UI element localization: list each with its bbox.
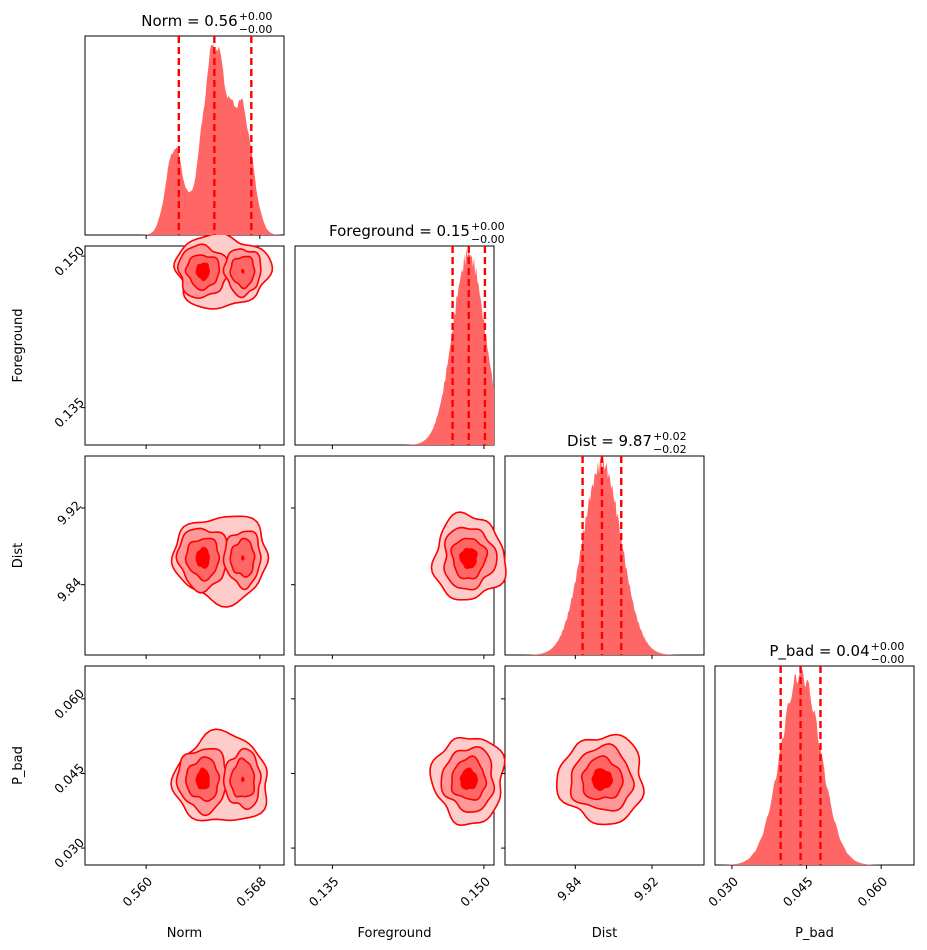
y-tick-label-P_bad: 0.045: [51, 760, 87, 796]
y-axis-label-Dist: Dist: [11, 543, 26, 569]
contour-level-4-right: [241, 268, 245, 274]
panel-title-Foreground: Foreground = 0.15: [329, 222, 470, 240]
title-lower-error-Norm: −0.00: [239, 23, 273, 36]
title-upper-error-Dist: +0.02: [653, 430, 687, 443]
x-axis-label-P_bad: P_bad: [795, 926, 834, 941]
x-axis-label-Norm: Norm: [167, 926, 202, 941]
contour-level-4: [459, 767, 478, 790]
contours-Foreground-Dist: [430, 511, 507, 601]
contour-level-4-left: [195, 767, 210, 790]
contour-level-4-right: [240, 555, 245, 561]
title-lower-error-Dist: −0.02: [653, 443, 687, 456]
x-tick-label-P_bad: 0.045: [780, 874, 816, 910]
y-tick-label-Dist: 9.84: [54, 574, 84, 604]
y-tick-label-Dist: 9.92: [54, 498, 84, 528]
quantile-lines-layer: [177, 36, 822, 865]
y-tick-label-P_bad: 0.030: [51, 835, 87, 871]
title-lower-error-P_bad: −0.00: [871, 653, 905, 666]
x-tick-label-P_bad: 0.060: [854, 874, 890, 910]
histogram-Foreground: [295, 248, 494, 445]
x-tick-label-Norm: 0.568: [233, 874, 269, 910]
x-axis-label-Foreground: Foreground: [357, 926, 431, 941]
panel-title-Dist: Dist = 9.87: [567, 432, 652, 450]
contours-Norm-Foreground: [173, 232, 274, 310]
contours-layer: [170, 232, 645, 827]
contours-Norm-Dist: [170, 515, 270, 608]
histogram-Norm: [85, 44, 284, 235]
contours-Norm-P_bad: [170, 728, 268, 822]
y-tick-label-Foreground: 0.150: [51, 243, 87, 279]
contour-level-4-left: [195, 262, 211, 282]
contour-level-4: [591, 768, 613, 791]
x-tick-label-Dist: 9.92: [631, 874, 661, 904]
title-upper-error-Foreground: +0.00: [471, 220, 505, 233]
contour-level-4: [459, 548, 478, 569]
y-tick-label-Foreground: 0.135: [51, 394, 87, 430]
y-axis-label-Foreground: Foreground: [11, 308, 26, 382]
x-axis-label-Dist: Dist: [592, 926, 618, 941]
x-tick-label-Foreground: 0.150: [457, 874, 493, 910]
contour-level-4-left: [195, 546, 211, 569]
panel-title-P_bad: P_bad = 0.04: [769, 642, 869, 661]
panel-title-Norm: Norm = 0.56: [141, 12, 237, 30]
title-upper-error-Norm: +0.00: [239, 10, 273, 23]
x-tick-label-P_bad: 0.030: [705, 874, 741, 910]
histogram-Dist: [505, 457, 704, 655]
x-tick-label-Norm: 0.560: [119, 874, 155, 910]
y-tick-label-P_bad: 0.060: [51, 686, 87, 722]
contours-Dist-P_bad: [556, 733, 645, 826]
contour-level-4-right: [241, 776, 245, 782]
histogram-P_bad: [715, 668, 914, 865]
x-tick-label-Foreground: 0.135: [306, 874, 342, 910]
title-lower-error-Foreground: −0.00: [471, 233, 505, 246]
y-axis-label-P_bad: P_bad: [11, 746, 26, 785]
histograms-layer: [85, 44, 914, 865]
x-tick-label-Dist: 9.84: [554, 874, 584, 904]
contours-Foreground-P_bad: [429, 736, 506, 827]
title-upper-error-P_bad: +0.00: [871, 640, 905, 653]
